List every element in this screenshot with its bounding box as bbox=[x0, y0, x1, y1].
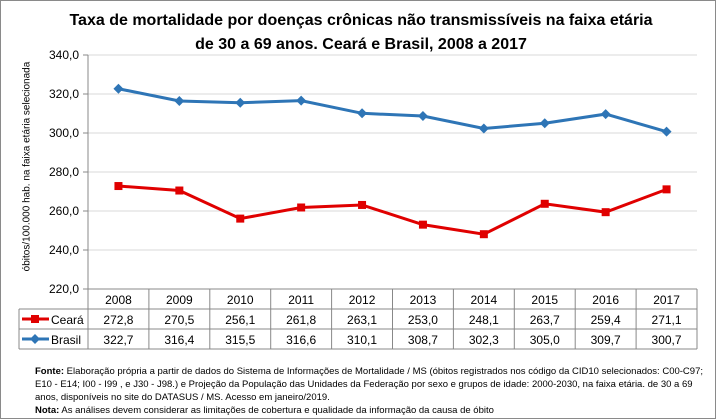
data-point bbox=[478, 123, 489, 134]
data-label: 271,1 bbox=[652, 313, 682, 327]
data-point bbox=[357, 108, 368, 119]
data-label: 253,0 bbox=[408, 313, 438, 327]
x-category-label: 2009 bbox=[166, 293, 193, 307]
data-point bbox=[174, 96, 185, 107]
y-tick-label: 240,0 bbox=[49, 243, 79, 257]
data-label: 308,7 bbox=[408, 333, 438, 347]
data-label: 248,1 bbox=[469, 313, 499, 327]
notes: Fonte: Elaboração própria a partir de da… bbox=[35, 365, 705, 417]
y-tick-label: 260,0 bbox=[49, 204, 79, 218]
data-label: 263,1 bbox=[347, 313, 377, 327]
data-point bbox=[418, 220, 427, 229]
y-tick-label: 340,0 bbox=[49, 48, 79, 62]
remark-text: As análises devem considerar as limitaçõ… bbox=[59, 405, 494, 416]
data-label: 310,1 bbox=[347, 333, 377, 347]
data-label: 300,7 bbox=[652, 333, 682, 347]
data-point bbox=[358, 200, 367, 209]
data-point bbox=[600, 109, 611, 120]
data-point bbox=[601, 208, 610, 217]
data-point bbox=[661, 126, 672, 137]
data-label: 272,8 bbox=[103, 313, 133, 327]
data-point bbox=[540, 199, 549, 208]
legend-marker bbox=[30, 334, 40, 344]
legend-label: Ceará bbox=[51, 313, 84, 327]
y-tick-label: 320,0 bbox=[49, 87, 79, 101]
source-text: Elaboração própria a partir de dados do … bbox=[35, 366, 703, 403]
series-line-Brasil bbox=[118, 87, 667, 134]
data-label: 259,4 bbox=[591, 313, 621, 327]
x-category-label: 2008 bbox=[105, 293, 132, 307]
x-category-label: 2010 bbox=[227, 293, 254, 307]
data-point bbox=[114, 182, 123, 191]
data-label: 263,7 bbox=[530, 313, 560, 327]
source-note: Fonte: Elaboração própria a partir de da… bbox=[35, 365, 705, 404]
data-label: 256,1 bbox=[225, 313, 255, 327]
data-point bbox=[175, 186, 184, 195]
y-tick-label: 300,0 bbox=[49, 126, 79, 140]
x-category-label: 2011 bbox=[288, 293, 314, 307]
x-category-label: 2012 bbox=[349, 293, 376, 307]
data-point bbox=[235, 97, 246, 108]
y-tick-label: 220,0 bbox=[49, 282, 79, 296]
data-point bbox=[297, 203, 306, 212]
data-point bbox=[662, 185, 671, 194]
data-label: 309,7 bbox=[591, 333, 621, 347]
data-point bbox=[539, 118, 550, 129]
data-label: 316,6 bbox=[286, 333, 316, 347]
data-label: 261,8 bbox=[286, 313, 316, 327]
remark-note: Nota: As análises devem considerar as li… bbox=[35, 404, 705, 417]
x-category-label: 2017 bbox=[653, 293, 680, 307]
x-category-label: 2014 bbox=[470, 293, 497, 307]
series-line-Ceará bbox=[118, 184, 668, 236]
data-point bbox=[113, 83, 124, 94]
x-category-label: 2013 bbox=[410, 293, 437, 307]
data-label: 322,7 bbox=[103, 333, 133, 347]
legend-marker bbox=[31, 315, 39, 323]
data-point bbox=[479, 230, 488, 239]
source-label: Fonte: bbox=[35, 366, 65, 377]
data-label: 316,4 bbox=[164, 333, 194, 347]
data-label: 305,0 bbox=[530, 333, 560, 347]
y-tick-label: 280,0 bbox=[49, 165, 79, 179]
data-label: 270,5 bbox=[164, 313, 194, 327]
legend-label: Brasil bbox=[51, 333, 81, 347]
data-point bbox=[417, 111, 428, 122]
data-point bbox=[296, 95, 307, 106]
data-label: 315,5 bbox=[225, 333, 255, 347]
chart-title: Taxa de mortalidade por doenças crônicas… bbox=[69, 12, 653, 53]
x-category-label: 2016 bbox=[592, 293, 619, 307]
data-label: 302,3 bbox=[469, 333, 499, 347]
x-category-label: 2015 bbox=[531, 293, 558, 307]
remark-label: Nota: bbox=[35, 405, 60, 416]
data-point bbox=[236, 214, 245, 223]
